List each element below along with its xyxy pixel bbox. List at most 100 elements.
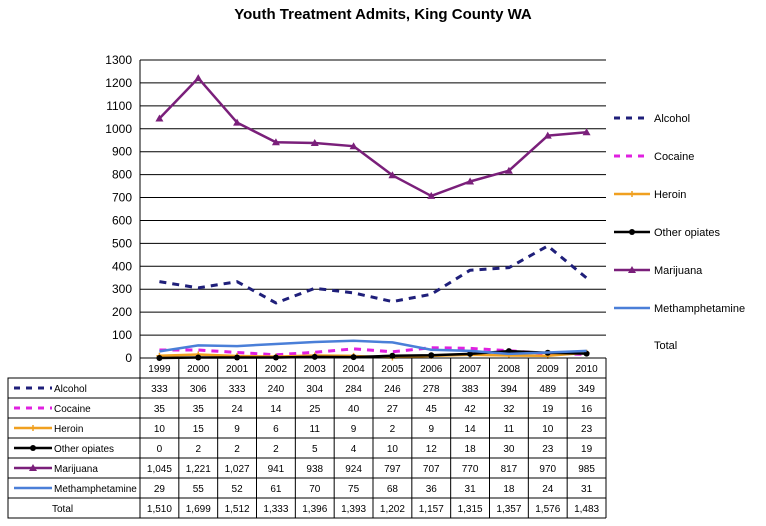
- data-label: 9: [234, 424, 240, 435]
- data-point: [349, 142, 358, 150]
- data-label: 4: [351, 444, 357, 455]
- data-label: 12: [426, 444, 438, 455]
- data-point: [388, 171, 397, 179]
- data-label: 23: [542, 444, 554, 455]
- y-tick-label: 200: [112, 305, 132, 319]
- legend-label: Other opiates: [654, 227, 721, 239]
- table-row: Marijuana 1,045 1,221 1,027 941 938 924 797 707 7…: [14, 464, 595, 475]
- data-label: 985: [578, 464, 595, 475]
- row-label: Alcohol: [54, 384, 87, 395]
- y-tick-label: 500: [112, 236, 132, 250]
- data-label: 10: [154, 424, 166, 435]
- data-point: [389, 352, 396, 359]
- series-line: [159, 244, 588, 305]
- data-label: 1,512: [225, 504, 250, 515]
- legend-item: Alcohol: [614, 113, 690, 125]
- y-tick-label: 1000: [105, 122, 132, 136]
- data-point: [427, 191, 436, 199]
- data-label: 1,221: [186, 464, 211, 475]
- data-label: 1,483: [574, 504, 599, 515]
- data-label: 938: [306, 464, 323, 475]
- data-label: 240: [268, 384, 285, 395]
- legend-marker: [628, 266, 636, 273]
- data-label: 1,333: [263, 504, 288, 515]
- data-label: 35: [193, 404, 205, 415]
- series-methamphetamine: [159, 339, 587, 356]
- data-label: 797: [384, 464, 401, 475]
- data-label: 5: [312, 444, 318, 455]
- legend-item: Marijuana: [614, 265, 703, 277]
- legend-label: Methamphetamine: [654, 303, 745, 315]
- legend-label: Heroin: [654, 189, 686, 201]
- data-label: 70: [309, 484, 321, 495]
- data-label: 306: [190, 384, 207, 395]
- x-tick-label: 2002: [265, 364, 288, 375]
- data-label: 52: [232, 484, 244, 495]
- y-tick-label: 400: [112, 259, 132, 273]
- data-label: 42: [465, 404, 477, 415]
- row-label: Cocaine: [54, 404, 91, 415]
- x-tick-label: 2009: [537, 364, 560, 375]
- data-label: 24: [542, 484, 554, 495]
- data-label: 1,045: [147, 464, 172, 475]
- data-label: 27: [387, 404, 399, 415]
- row-label: Total: [52, 504, 73, 515]
- data-point: [428, 352, 435, 359]
- data-label: 1,393: [341, 504, 366, 515]
- data-point: [350, 354, 357, 361]
- data-point: [311, 353, 318, 360]
- series-alcohol: [159, 244, 588, 305]
- legend-item: Heroin: [614, 189, 686, 201]
- y-tick-label: 0: [125, 351, 132, 365]
- data-label: 1,357: [496, 504, 521, 515]
- data-label: 19: [581, 444, 593, 455]
- data-label: 75: [348, 484, 360, 495]
- table-row: Other opiates 0 2 2 2 5 4 10 12 18 30 23 19: [14, 444, 593, 455]
- series-lines: [155, 74, 591, 361]
- data-point: [233, 118, 242, 126]
- data-label: 2: [390, 424, 396, 435]
- table-row: Total 1,510 1,699 1,512 1,333 1,396 1,393 1,202…: [52, 504, 600, 515]
- chart-title: Youth Treatment Admits, King County WA: [234, 6, 532, 23]
- data-label: 9: [351, 424, 357, 435]
- gridlines: [140, 59, 606, 336]
- data-label: 924: [345, 464, 362, 475]
- series-marijuana: [155, 74, 591, 199]
- data-label: 29: [154, 484, 166, 495]
- x-tick-label: 2004: [342, 364, 365, 375]
- table-row: Methamphetamine 29 55 52 61 70 75 68 36 31 18 24 31: [14, 484, 593, 495]
- row-marker: [30, 425, 36, 431]
- y-tick-label: 800: [112, 168, 132, 182]
- data-label: 25: [309, 404, 321, 415]
- data-label: 1,315: [458, 504, 483, 515]
- series-line: [159, 339, 587, 356]
- data-point: [194, 74, 203, 82]
- legend-label: Cocaine: [654, 151, 694, 163]
- data-label: 24: [232, 404, 244, 415]
- data-label: 18: [465, 444, 477, 455]
- data-label: 35: [154, 404, 166, 415]
- data-label: 0: [157, 444, 163, 455]
- data-label: 32: [503, 404, 515, 415]
- row-label: Heroin: [54, 424, 83, 435]
- table-row: Cocaine 35 35 24 14 25 40 27 45 42 32 19 16: [14, 404, 593, 415]
- legend: Alcohol Cocaine Heroin Other opiates Marijua…: [614, 113, 745, 352]
- data-label: 55: [193, 484, 205, 495]
- legend-label: Total: [654, 340, 677, 352]
- data-label: 11: [504, 424, 515, 435]
- data-label: 18: [503, 484, 515, 495]
- y-axis: 0 100 200 300 400 500 600 700 800 900 1000 1100 1200…: [105, 53, 141, 365]
- y-tick-label: 1300: [105, 53, 132, 67]
- data-label: 61: [270, 484, 282, 495]
- y-tick-label: 900: [112, 145, 132, 159]
- y-tick-label: 100: [112, 328, 132, 342]
- data-point: [582, 128, 591, 136]
- data-label: 36: [426, 484, 438, 495]
- data-label: 304: [306, 384, 323, 395]
- data-label: 45: [426, 404, 438, 415]
- data-label: 817: [501, 464, 518, 475]
- data-label: 1,027: [225, 464, 250, 475]
- data-label: 707: [423, 464, 440, 475]
- x-tick-label: 2003: [304, 364, 327, 375]
- y-tick-label: 300: [112, 282, 132, 296]
